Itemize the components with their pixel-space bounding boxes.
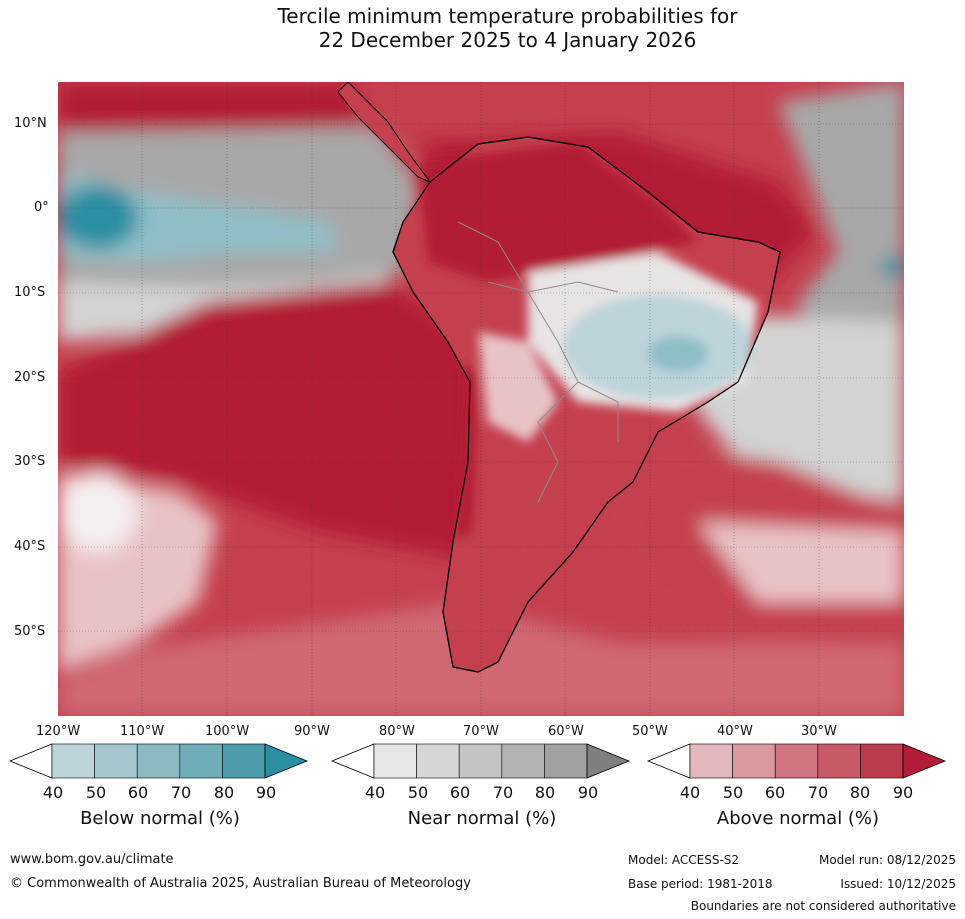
colorbar-tick: 80 <box>534 783 556 802</box>
above-normal-colorbar <box>646 743 947 779</box>
lat-label: 40°S <box>14 539 46 554</box>
above-colorbar-segment <box>860 743 904 779</box>
above-colorbar-segment <box>817 743 861 779</box>
brazil-blue-core <box>648 336 708 372</box>
below-normal-title: Below normal (%) <box>80 808 240 829</box>
issued-date: Issued: 10/12/2025 <box>840 877 956 891</box>
colorbar-tick: 50 <box>85 783 107 802</box>
copyright-text: © Commonwealth of Australia 2025, Austra… <box>10 876 471 891</box>
central-america-land <box>337 82 432 184</box>
near-colorbar-segment <box>501 743 545 779</box>
lon-label: 120°W <box>36 724 81 739</box>
colorbar-tick: 60 <box>127 783 149 802</box>
above-colorbar-segment <box>689 743 733 779</box>
chart-title: Tercile minimum temperature probabilitie… <box>0 4 965 52</box>
near-normal-title: Near normal (%) <box>407 808 557 829</box>
boundary-disclaimer: Boundaries are not considered authoritat… <box>690 899 956 913</box>
lon-label: 100°W <box>205 724 250 739</box>
south-atlantic-pink <box>698 522 904 602</box>
colorbar-tick: 60 <box>764 783 786 802</box>
colorbar-tick: 40 <box>679 783 701 802</box>
lon-label: 90°W <box>294 724 330 739</box>
colorbar-tick: 70 <box>492 783 514 802</box>
colorbar-tick: 40 <box>42 783 64 802</box>
colorbar-tick: 70 <box>170 783 192 802</box>
model-name: Model: ACCESS-S2 <box>628 853 740 867</box>
graticule <box>58 82 904 716</box>
lat-label: 20°S <box>14 370 46 385</box>
andes-light <box>478 332 558 442</box>
atlantic-blue-spot <box>880 257 904 277</box>
colorbar-tick: 70 <box>807 783 829 802</box>
lat-label: 30°S <box>14 454 46 469</box>
below-colorbar-segment <box>51 743 95 779</box>
below-min-extension <box>8 743 53 779</box>
colorbar-tick: 90 <box>577 783 599 802</box>
lon-label: 60°W <box>548 724 584 739</box>
pacific-blue-core <box>58 185 138 249</box>
colorbar-tick: 80 <box>213 783 235 802</box>
lat-label: 10°N <box>14 116 47 131</box>
above-max-extension <box>902 743 947 779</box>
colorbar-tick: 50 <box>407 783 429 802</box>
near-max-extension <box>586 743 631 779</box>
colorbar-tick: 40 <box>364 783 386 802</box>
below-max-extension <box>264 743 309 779</box>
title-line-1: Tercile minimum temperature probabilitie… <box>277 4 738 28</box>
amazon-red <box>418 142 698 282</box>
below-normal-colorbar <box>8 743 309 779</box>
model-run: Model run: 08/12/2025 <box>818 853 956 867</box>
near-min-extension <box>330 743 375 779</box>
below-colorbar-segment <box>136 743 181 779</box>
above-normal-title: Above normal (%) <box>716 808 880 829</box>
above-colorbar-segment <box>774 743 819 779</box>
south-america-outline <box>392 136 781 673</box>
southwest-white <box>58 472 138 552</box>
near-normal-colorbar <box>330 743 631 779</box>
below-colorbar-segment <box>222 743 266 779</box>
below-colorbar-segment <box>94 743 138 779</box>
below-colorbar-segment <box>179 743 223 779</box>
near-colorbar-segment <box>458 743 503 779</box>
colorbar-tick: 90 <box>255 783 277 802</box>
probability-map <box>58 82 904 716</box>
title-line-2: 22 December 2025 to 4 January 2026 <box>318 28 697 52</box>
colorbar-tick: 50 <box>722 783 744 802</box>
base-period: Base period: 1981-2018 <box>628 877 773 891</box>
lon-label: 80°W <box>379 724 415 739</box>
country-borders <box>457 221 619 503</box>
colorbar-tick: 80 <box>849 783 871 802</box>
patagonia-red <box>458 502 538 642</box>
above-colorbar-segment <box>732 743 776 779</box>
above-min-extension <box>646 743 691 779</box>
near-colorbar-segment <box>544 743 588 779</box>
lon-label: 40°W <box>717 724 753 739</box>
south-pacific-red <box>58 282 478 562</box>
lon-label: 70°W <box>463 724 499 739</box>
lat-label: 50°S <box>14 624 46 639</box>
colorbar-tick: 60 <box>449 783 471 802</box>
lon-label: 110°W <box>120 724 165 739</box>
lon-label: 30°W <box>801 724 837 739</box>
lat-label: 0° <box>34 200 49 215</box>
near-colorbar-segment <box>373 743 417 779</box>
near-colorbar-segment <box>416 743 460 779</box>
lat-label: 10°S <box>14 285 46 300</box>
bom-url: www.bom.gov.au/climate <box>10 852 174 867</box>
pacific-blue-zone <box>58 172 338 262</box>
lon-label: 50°W <box>632 724 668 739</box>
colorbar-tick: 90 <box>892 783 914 802</box>
